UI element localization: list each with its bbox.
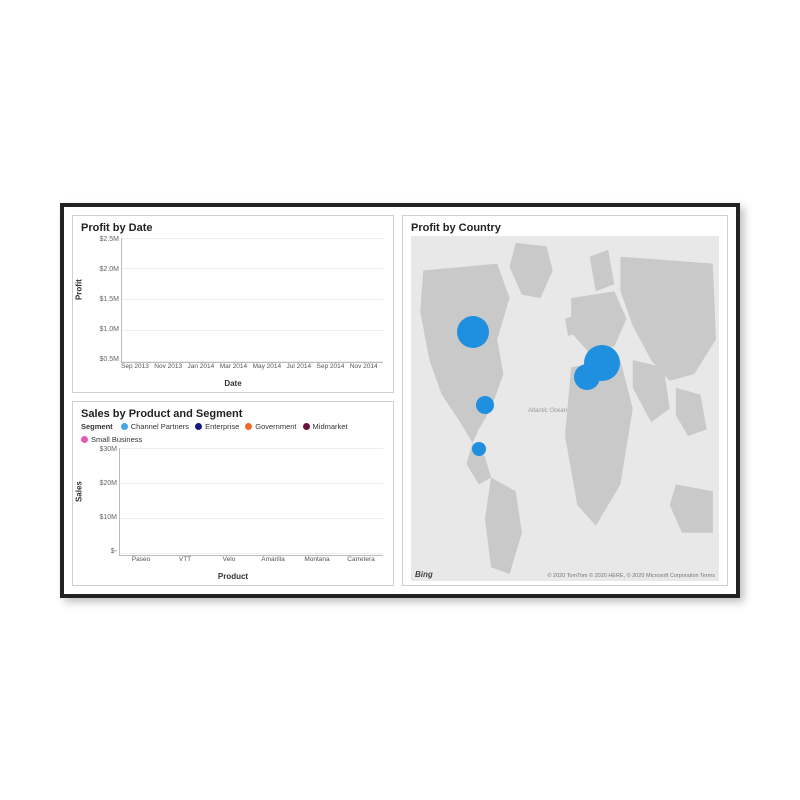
sales-y-label: Sales	[75, 481, 84, 502]
legend-item[interactable]: Midmarket	[303, 422, 348, 431]
profit-bars	[122, 238, 383, 362]
sales-x-ticks: PaseoVTTVeloAmarillaMontanaCarretera	[119, 556, 383, 570]
profit-chart-title: Profit by Date	[81, 222, 385, 234]
legend-item[interactable]: Government	[245, 422, 296, 431]
map-bubble[interactable]	[457, 316, 489, 348]
bing-logo: Bing	[415, 570, 433, 579]
sales-x-label: Product	[81, 572, 385, 581]
map-bubble[interactable]	[476, 396, 494, 414]
map-title: Profit by Country	[411, 222, 719, 234]
ocean-label: Atlantic Ocean	[528, 408, 567, 414]
sales-by-product-card[interactable]: Sales by Product and Segment Segment Cha…	[72, 401, 394, 586]
legend-item[interactable]: Enterprise	[195, 422, 239, 431]
profit-x-label: Date	[81, 379, 385, 388]
left-column: Profit by Date Profit $2.5M$2.0M$1.5M$1.…	[72, 215, 394, 586]
profit-y-label: Profit	[75, 279, 84, 300]
map-bubble[interactable]	[584, 345, 620, 381]
profit-plot	[121, 238, 383, 363]
legend-item[interactable]: Small Business	[81, 435, 142, 444]
map-attribution: © 2020 TomTom © 2020 HERE, © 2020 Micros…	[547, 573, 715, 579]
legend-item[interactable]: Channel Partners	[121, 422, 189, 431]
sales-chart-title: Sales by Product and Segment	[81, 408, 385, 420]
profit-by-date-card[interactable]: Profit by Date Profit $2.5M$2.0M$1.5M$1.…	[72, 215, 394, 393]
right-column: Profit by Country	[402, 215, 728, 586]
sales-legend: Segment Channel Partners Enterprise Govern…	[81, 422, 385, 444]
profit-chart-area: Profit $2.5M$2.0M$1.5M$1.0M$0.5M Sep 201…	[81, 236, 385, 377]
sales-bars	[120, 448, 383, 555]
profit-by-country-card[interactable]: Profit by Country	[402, 215, 728, 586]
profit-y-ticks: $2.5M$2.0M$1.5M$1.0M$0.5M	[91, 236, 119, 363]
legend-title: Segment	[81, 422, 113, 431]
dashboard-frame: Profit by Date Profit $2.5M$2.0M$1.5M$1.…	[60, 203, 740, 598]
sales-y-ticks: $30M$20M$10M$-	[91, 446, 117, 556]
profit-x-ticks: Sep 2013Nov 2013Jan 2014Mar 2014May 2014…	[121, 363, 383, 377]
map-body[interactable]: Atlantic Ocean Bing © 2020 TomTom © 2020…	[411, 236, 719, 581]
sales-chart-area: Sales $30M$20M$10M$- PaseoVTTVeloAmarill…	[81, 446, 385, 570]
sales-plot	[119, 448, 383, 556]
